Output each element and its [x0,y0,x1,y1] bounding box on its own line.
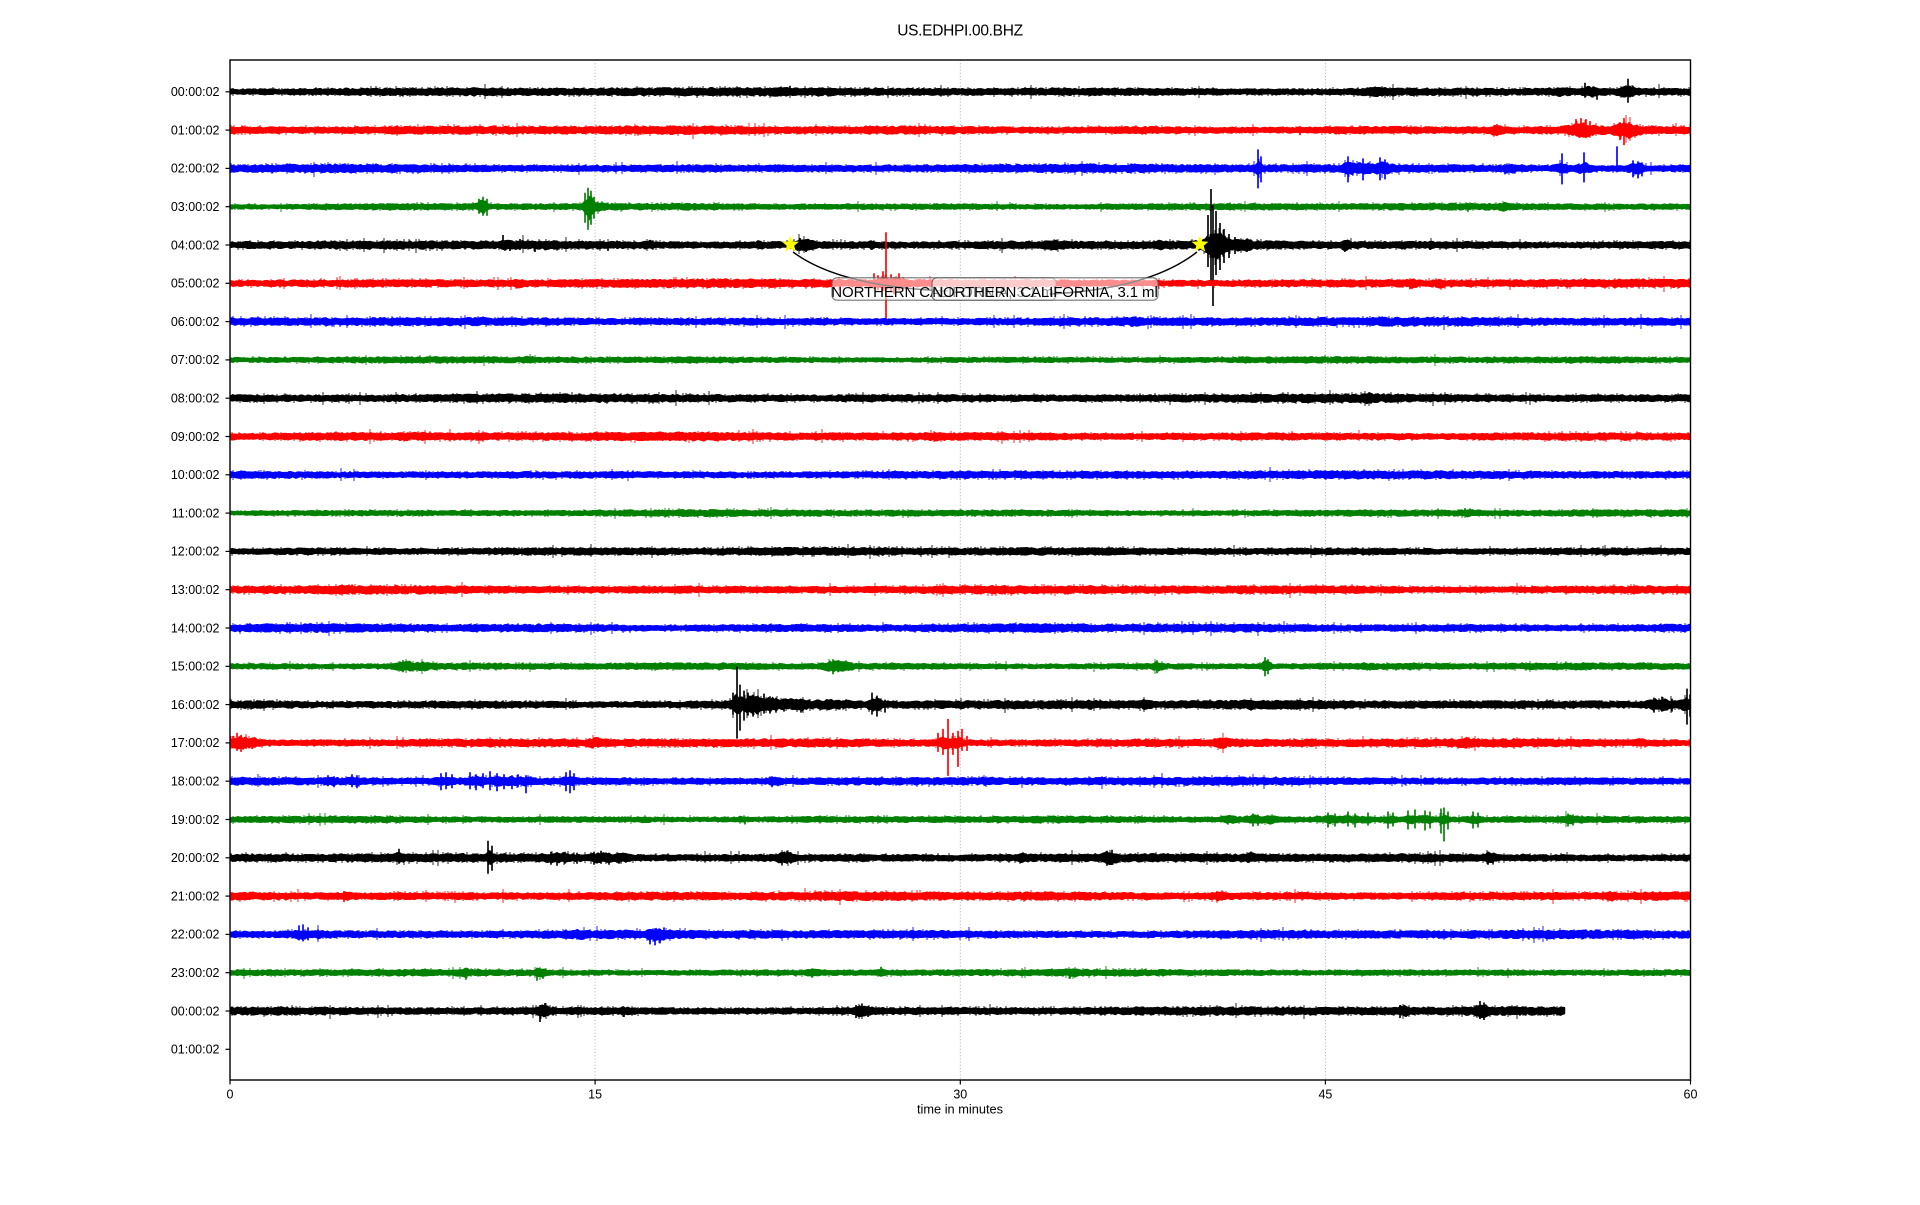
svg-text:23:00:02: 23:00:02 [171,966,220,980]
svg-text:17:00:02: 17:00:02 [171,736,220,750]
svg-text:01:00:02: 01:00:02 [171,123,220,137]
svg-text:45: 45 [1318,1088,1332,1102]
svg-text:30: 30 [953,1088,967,1102]
svg-text:06:00:02: 06:00:02 [171,315,220,329]
svg-text:22:00:02: 22:00:02 [171,928,220,942]
svg-text:08:00:02: 08:00:02 [171,392,220,406]
svg-text:NORTHERN CALIFORNIA, 3.1 ml: NORTHERN CALIFORNIA, 3.1 ml [932,284,1157,301]
svg-text:00:00:02: 00:00:02 [171,85,220,99]
svg-text:11:00:02: 11:00:02 [172,506,220,520]
svg-text:00:00:02: 00:00:02 [171,1004,220,1018]
svg-text:07:00:02: 07:00:02 [171,353,220,367]
svg-text:09:00:02: 09:00:02 [171,430,220,444]
svg-text:60: 60 [1684,1088,1698,1102]
svg-text:05:00:02: 05:00:02 [171,277,220,291]
svg-text:14:00:02: 14:00:02 [171,621,220,635]
svg-text:18:00:02: 18:00:02 [171,775,220,789]
svg-text:time in minutes: time in minutes [917,1102,1003,1117]
svg-text:0: 0 [227,1088,234,1102]
svg-text:20:00:02: 20:00:02 [171,851,220,865]
svg-text:US.EDHPI.00.BHZ: US.EDHPI.00.BHZ [897,23,1023,40]
svg-text:03:00:02: 03:00:02 [171,200,220,214]
svg-text:01:00:02: 01:00:02 [171,1043,220,1057]
svg-text:16:00:02: 16:00:02 [171,698,220,712]
svg-text:15: 15 [588,1088,602,1102]
svg-text:21:00:02: 21:00:02 [171,889,220,903]
svg-text:04:00:02: 04:00:02 [171,238,220,252]
svg-text:12:00:02: 12:00:02 [171,545,220,559]
svg-text:02:00:02: 02:00:02 [171,162,220,176]
svg-text:10:00:02: 10:00:02 [171,468,220,482]
svg-text:15:00:02: 15:00:02 [171,660,220,674]
svg-text:13:00:02: 13:00:02 [171,583,220,597]
svg-text:19:00:02: 19:00:02 [171,813,220,827]
